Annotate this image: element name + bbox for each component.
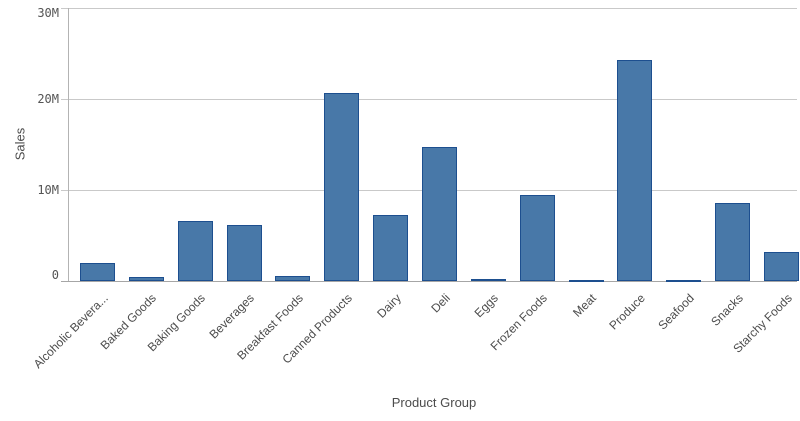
- bar-dairy[interactable]: [373, 215, 409, 281]
- gridline-0: [61, 281, 797, 282]
- y-tick-label-0: 0: [51, 268, 59, 282]
- bar-beverages[interactable]: [226, 225, 262, 281]
- bar-breakfast-foods[interactable]: [275, 276, 311, 281]
- y-axis-title: Sales: [12, 127, 28, 161]
- bar-seafood[interactable]: [666, 279, 702, 282]
- y-tick-label-20M: 20M: [37, 92, 59, 106]
- bar-canned-products[interactable]: [324, 92, 360, 281]
- y-tick-label-30M: 30M: [37, 6, 59, 20]
- bar-alcoholic-bevera[interactable]: [80, 262, 115, 281]
- y-axis-line: [68, 8, 69, 281]
- bar-starchy-foods[interactable]: [764, 251, 800, 281]
- gridline-20M: [61, 99, 797, 100]
- bar-baked-goods[interactable]: [128, 277, 164, 281]
- bar-frozen-foods[interactable]: [519, 195, 555, 281]
- bar-produce[interactable]: [617, 59, 653, 281]
- gridline-30M: [61, 8, 797, 9]
- bar-deli[interactable]: [422, 147, 458, 281]
- bar-snacks[interactable]: [715, 202, 751, 281]
- bar-eggs[interactable]: [470, 279, 506, 282]
- bar-baking-goods[interactable]: [177, 220, 213, 281]
- bar-meat[interactable]: [568, 279, 604, 282]
- y-tick-label-10M: 10M: [37, 183, 59, 197]
- x-axis-title: Product Group: [391, 395, 477, 410]
